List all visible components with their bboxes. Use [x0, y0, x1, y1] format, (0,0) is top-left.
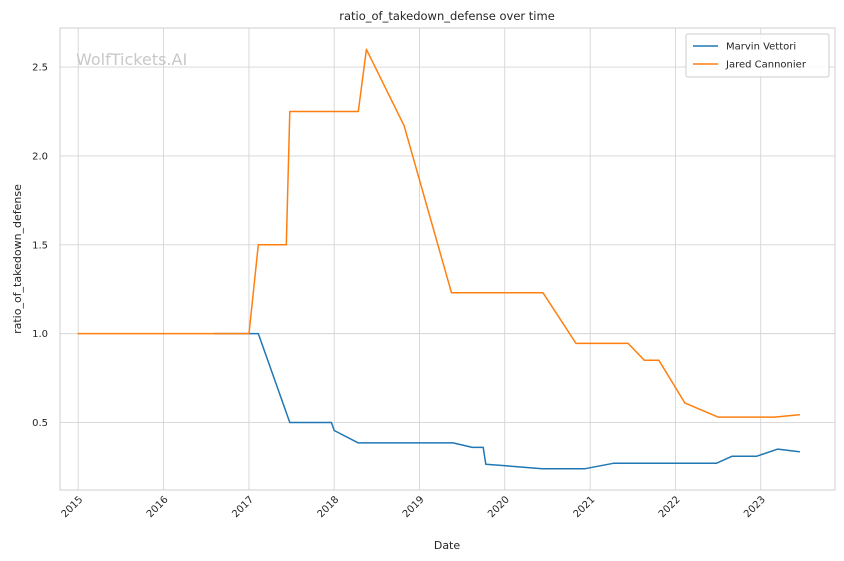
- series-line-marvin-vettori: [213, 332, 801, 470]
- x-tick-label: 2022: [657, 494, 683, 520]
- series-lines: [77, 48, 801, 470]
- x-axis-label: Date: [434, 539, 461, 552]
- legend-box: [685, 33, 830, 78]
- x-tick-label: 2018: [316, 494, 342, 520]
- chart-title: ratio_of_takedown_defense over time: [339, 9, 555, 23]
- grid: [60, 28, 835, 490]
- series-line-jared-cannonier: [77, 48, 801, 418]
- x-tick-label: 2020: [486, 494, 512, 520]
- x-tick-label: 2015: [60, 494, 86, 520]
- y-tick-labels: 0.5 1.0 1.5 2.0 2.5: [32, 63, 48, 429]
- x-tick-labels: 2015 2016 2017 2018 2019 2020 2021 2022 2023: [60, 494, 768, 520]
- x-tick-label: 2023: [742, 494, 768, 520]
- y-tick-label: 1.0: [32, 329, 48, 340]
- y-tick-label: 2.0: [32, 151, 48, 162]
- y-axis-label: ratio_of_takedown_defense: [11, 184, 24, 334]
- legend-label-marvin-vettori: Marvin Vettori: [726, 42, 796, 53]
- y-tick-label: 0.5: [32, 418, 48, 429]
- y-tick-label: 1.5: [32, 240, 48, 251]
- legend: Marvin Vettori Jared Cannonier: [685, 33, 830, 78]
- x-tick-label: 2016: [145, 494, 171, 520]
- y-tick-label: 2.5: [32, 63, 48, 74]
- x-tick-label: 2017: [230, 494, 256, 520]
- watermark: WolfTickets.AI: [76, 50, 187, 69]
- x-tick-label: 2021: [572, 494, 598, 520]
- legend-label-jared-cannonier: Jared Cannonier: [725, 60, 807, 71]
- x-tick-label: 2019: [401, 494, 427, 520]
- plot-frame: [59, 27, 836, 491]
